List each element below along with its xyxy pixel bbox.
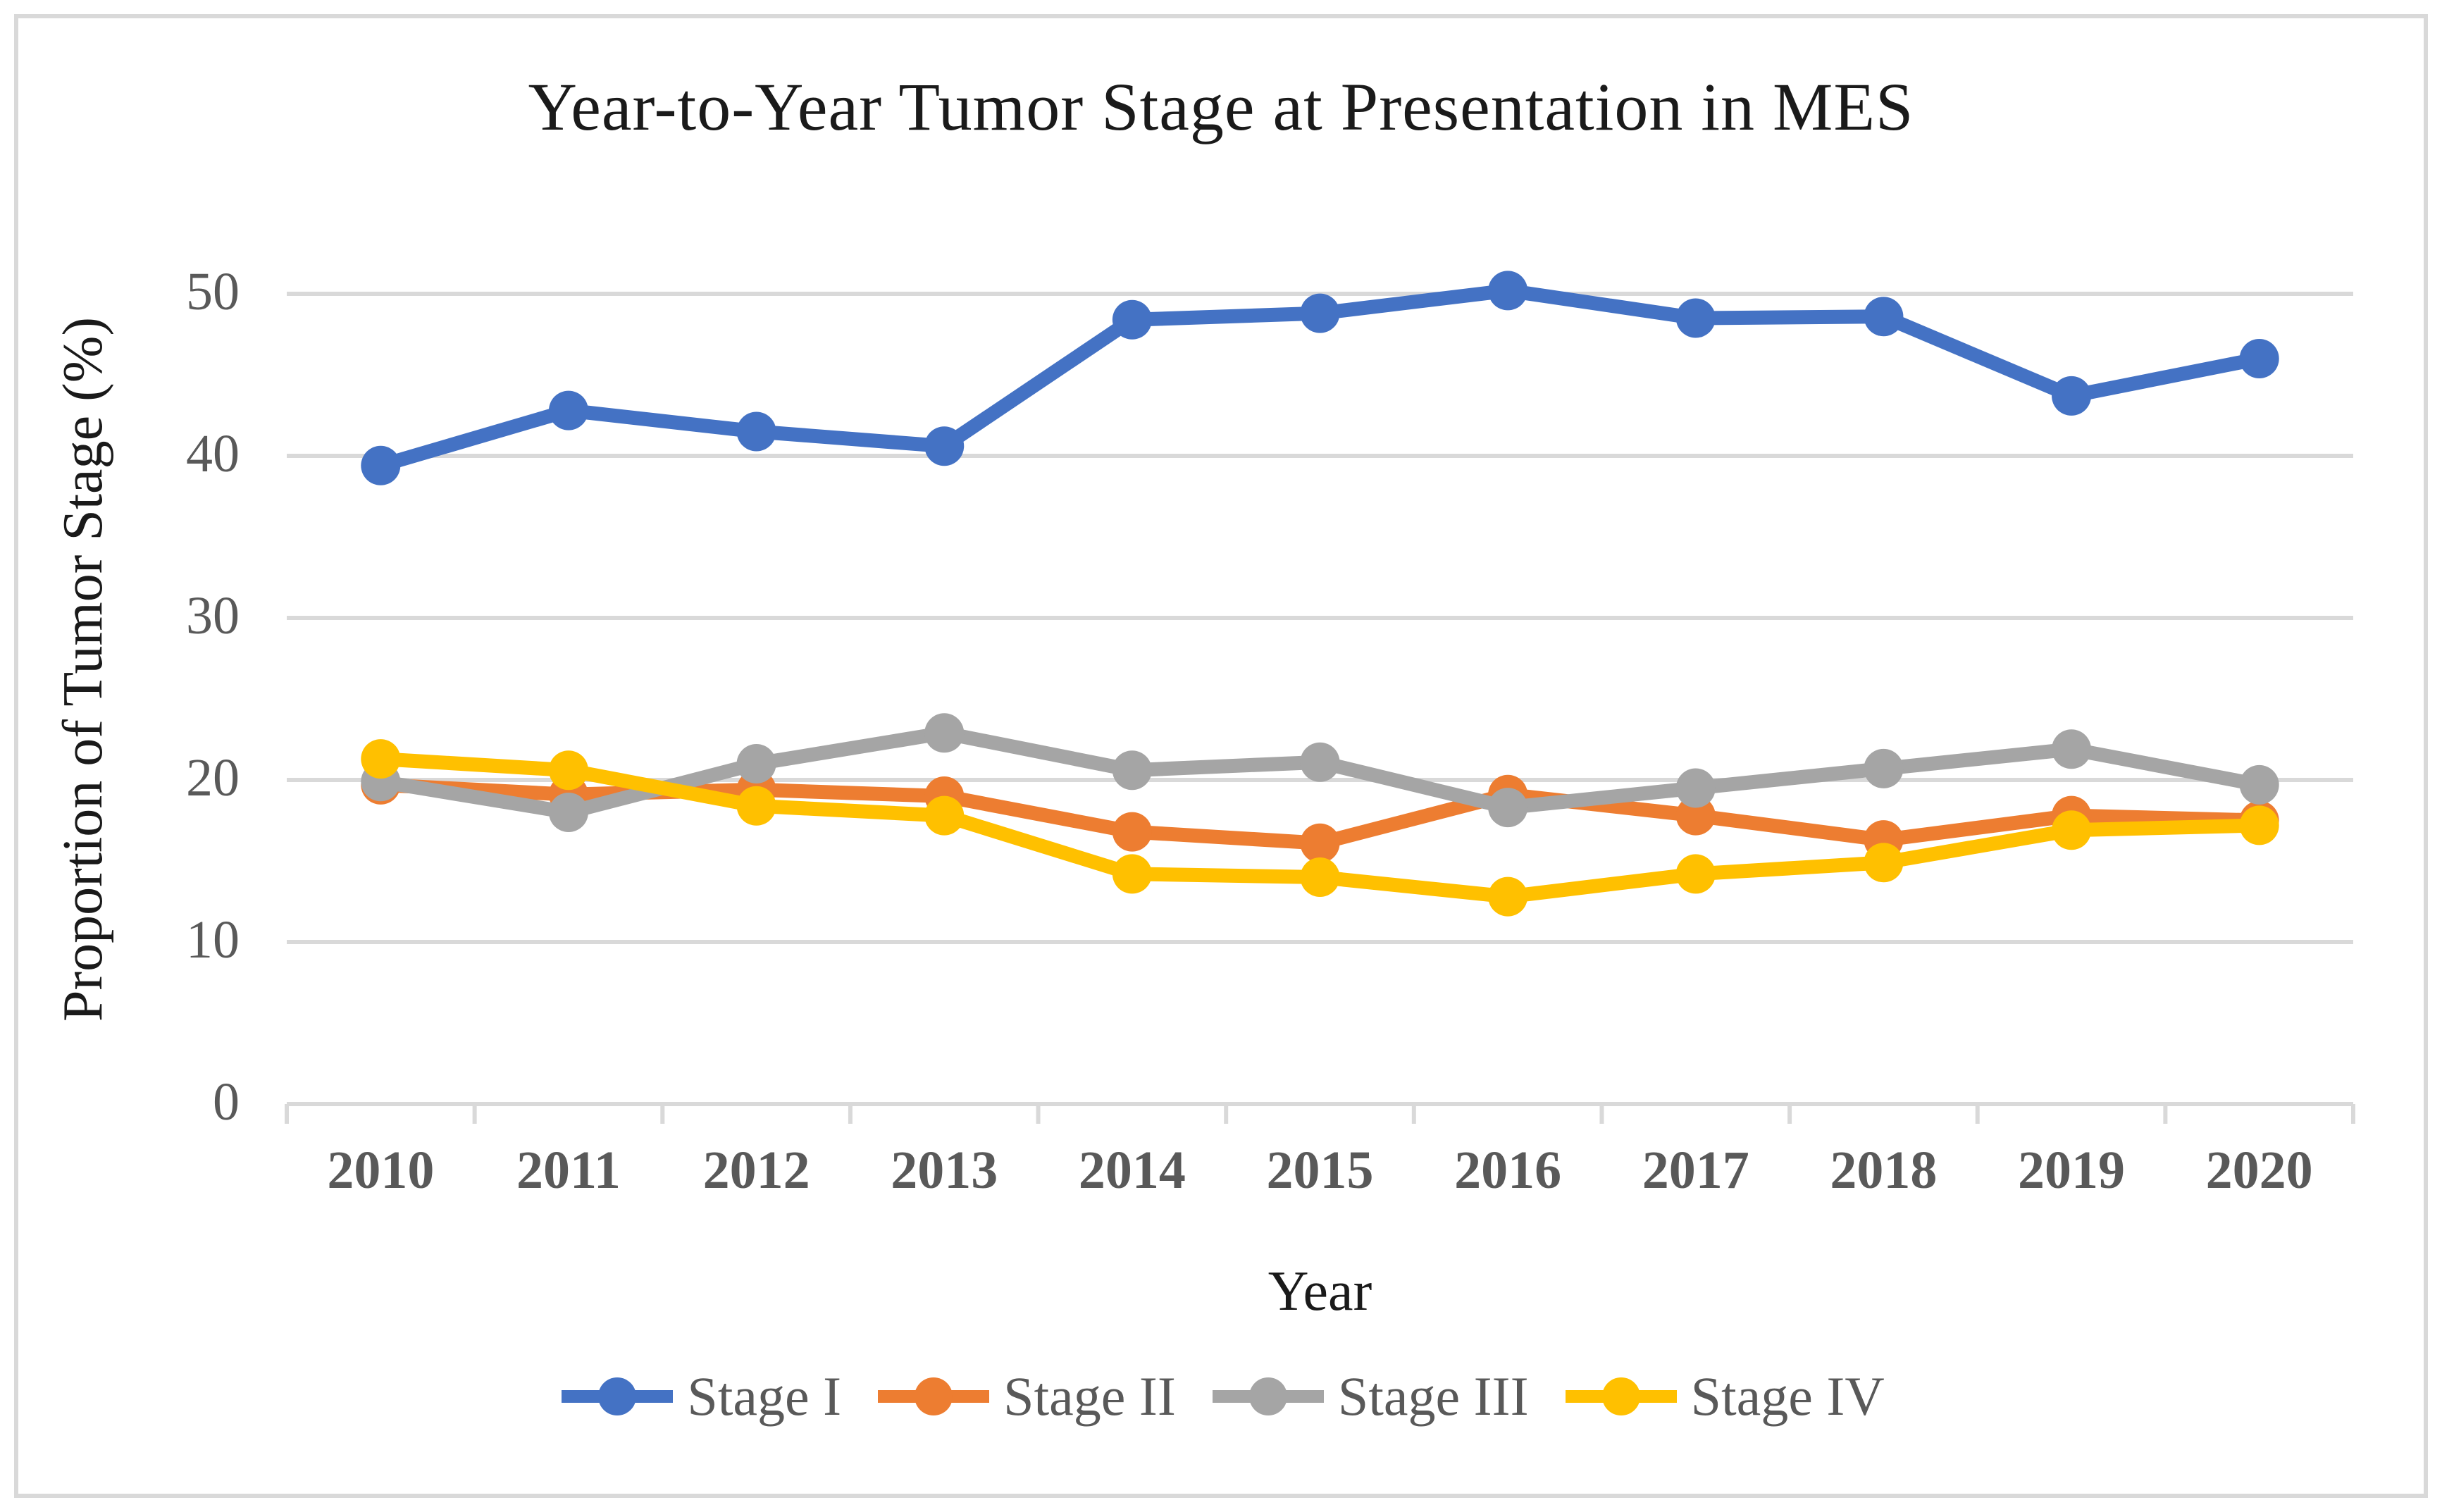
data-point-stage-iv-2015 <box>1300 857 1340 897</box>
data-point-stage-ii-2014 <box>1112 812 1152 852</box>
y-tick-label-20: 20 <box>186 748 240 807</box>
legend-label-stage-iii: Stage III <box>1337 1365 1529 1427</box>
x-tick-label-2011: 2011 <box>516 1141 621 1200</box>
y-tick-label-40: 40 <box>186 424 240 483</box>
data-point-stage-iv-2017 <box>1675 854 1716 894</box>
legend-label-stage-ii: Stage II <box>1003 1365 1176 1427</box>
legend-label-stage-iv: Stage IV <box>1690 1365 1885 1427</box>
data-point-stage-i-2019 <box>2052 376 2092 416</box>
x-tick-label-2015: 2015 <box>1266 1141 1374 1200</box>
data-point-stage-iii-2014 <box>1112 750 1152 791</box>
chart-title: Year-to-Year Tumor Stage at Presentation… <box>528 69 1914 144</box>
y-tick-label-30: 30 <box>186 586 240 645</box>
legend-marker-icon-stage-iii <box>1212 1377 1324 1415</box>
data-point-stage-iv-2016 <box>1488 876 1528 917</box>
data-point-stage-ii-2017 <box>1675 795 1716 836</box>
data-point-stage-iii-2018 <box>1864 748 1904 788</box>
y-tick-label-10: 10 <box>186 910 240 969</box>
x-tick-label-2019: 2019 <box>2018 1141 2126 1200</box>
legend-item-stage-iii: Stage III <box>1208 1365 1529 1428</box>
data-point-stage-i-2010 <box>361 445 401 485</box>
data-point-stage-i-2011 <box>548 390 588 430</box>
data-point-stage-i-2017 <box>1675 298 1716 338</box>
data-point-stage-iii-2019 <box>2052 729 2092 769</box>
legend: Stage I Stage II Stage III Stage IV <box>0 1347 2442 1446</box>
data-point-stage-ii-2015 <box>1300 823 1340 863</box>
x-tick-label-2017: 2017 <box>1642 1141 1749 1200</box>
data-point-stage-iv-2020 <box>2239 805 2279 845</box>
legend-item-stage-i: Stage I <box>557 1365 841 1428</box>
data-point-stage-iv-2014 <box>1112 854 1152 894</box>
data-point-stage-iii-2012 <box>736 744 776 783</box>
data-point-stage-iv-2010 <box>361 739 401 779</box>
data-point-stage-iii-2013 <box>924 713 965 753</box>
x-tick-label-2016: 2016 <box>1454 1141 1562 1200</box>
data-point-stage-i-2012 <box>736 411 776 452</box>
y-tick-label-50: 50 <box>186 262 240 321</box>
data-point-stage-i-2016 <box>1488 271 1528 311</box>
data-point-stage-iii-2020 <box>2239 764 2279 805</box>
data-point-stage-iv-2019 <box>2052 810 2092 850</box>
x-tick-label-2013: 2013 <box>891 1141 998 1200</box>
data-point-stage-i-2018 <box>1864 297 1904 337</box>
x-tick-label-2018: 2018 <box>1830 1141 1938 1200</box>
x-tick-label-2010: 2010 <box>327 1141 435 1200</box>
data-point-stage-iii-2016 <box>1488 788 1528 828</box>
x-tick-label-2020: 2020 <box>2205 1141 2313 1200</box>
data-point-stage-i-2020 <box>2239 339 2279 378</box>
x-tick-label-2014: 2014 <box>1078 1141 1186 1200</box>
x-axis-title: Year <box>1268 1260 1372 1322</box>
data-point-stage-iv-2011 <box>548 750 588 791</box>
data-point-stage-iv-2013 <box>924 795 965 836</box>
legend-item-stage-ii: Stage II <box>874 1365 1176 1428</box>
data-point-stage-iv-2012 <box>736 786 776 826</box>
data-point-stage-i-2015 <box>1300 293 1340 333</box>
y-tick-label-0: 0 <box>213 1072 240 1132</box>
data-point-stage-iii-2015 <box>1300 742 1340 782</box>
legend-label-stage-i: Stage I <box>687 1365 842 1427</box>
legend-marker-icon-stage-iv <box>1565 1377 1677 1415</box>
legend-item-stage-iv: Stage IV <box>1561 1365 1885 1428</box>
x-tick-label-2012: 2012 <box>702 1141 810 1200</box>
figure-border <box>14 14 2428 1498</box>
data-point-stage-i-2014 <box>1112 299 1152 340</box>
data-point-stage-i-2013 <box>924 426 965 466</box>
data-point-stage-iii-2017 <box>1675 768 1716 808</box>
legend-marker-icon-stage-ii <box>878 1377 990 1415</box>
legend-marker-icon-stage-i <box>562 1377 674 1415</box>
data-point-stage-iv-2018 <box>1864 843 1904 883</box>
data-point-stage-iii-2011 <box>548 793 588 832</box>
